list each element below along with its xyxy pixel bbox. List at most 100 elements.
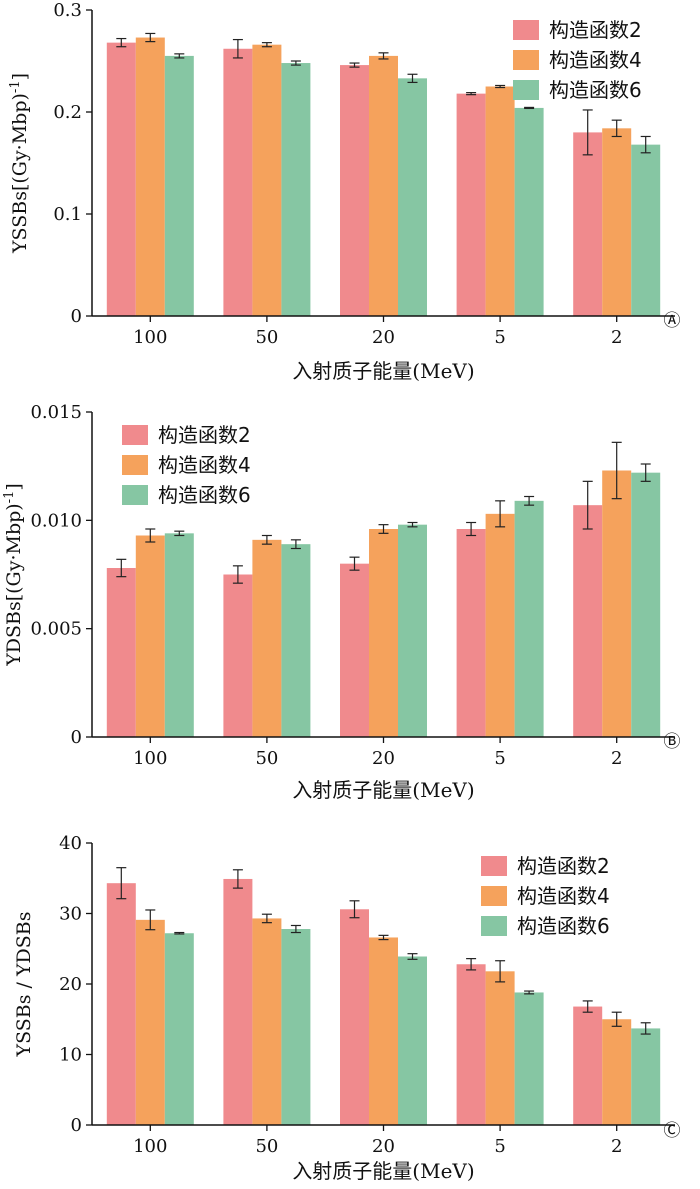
error-bar-B-s1-20 — [349, 556, 360, 571]
error-bar-A-s1-50 — [232, 38, 243, 59]
legend-swatch-A-s1 — [513, 20, 539, 40]
bar-A-s3-20 — [398, 78, 427, 316]
error-bar-A-s1-100 — [116, 37, 127, 48]
y-tick-label-B-0: 0 — [71, 727, 82, 748]
legend-label-C-s1: 构造函数2 — [517, 854, 610, 878]
bar-C-s2-2 — [602, 1019, 632, 1125]
error-bar-A-s3-5 — [524, 106, 535, 110]
x-axis-label-A: 入射质子能量(MeV) — [292, 359, 474, 383]
error-bar-B-s1-100 — [116, 558, 127, 578]
legend-label-A-s3: 构造函数6 — [549, 78, 642, 102]
error-bar-C-s2-2 — [611, 1011, 622, 1027]
legend-swatch-A-s3 — [513, 80, 539, 100]
bar-A-s2-50 — [252, 44, 282, 317]
legend-label-C-s3: 构造函数6 — [517, 914, 610, 938]
bar-A-s1-20 — [340, 65, 369, 316]
error-bar-C-s1-5 — [466, 958, 477, 971]
bar-C-s1-2 — [573, 1006, 603, 1125]
x-tick-label-C-100: 100 — [133, 1136, 167, 1157]
error-bar-C-s3-2 — [640, 1022, 651, 1035]
bar-C-s1-50 — [223, 878, 253, 1125]
bar-B-s2-100 — [135, 535, 165, 737]
x-tick-label-A-50: 50 — [255, 327, 278, 348]
error-bar-B-s1-50 — [232, 565, 243, 584]
bar-B-s1-20 — [340, 563, 369, 737]
bar-A-s2-100 — [135, 37, 165, 316]
error-bar-C-s1-2 — [582, 1000, 593, 1013]
error-bar-C-s2-5 — [495, 960, 506, 983]
x-axis-label-C: 入射质子能量(MeV) — [292, 1159, 474, 1183]
error-bar-A-s2-100 — [145, 32, 156, 43]
error-bar-A-s2-5 — [495, 84, 506, 89]
error-bar-C-s2-100 — [145, 909, 156, 931]
bar-C-s1-100 — [106, 883, 136, 1125]
bar-A-s2-5 — [485, 86, 515, 316]
bar-C-s3-100 — [164, 933, 194, 1125]
y-tick-label-B-3: 0.015 — [30, 402, 82, 423]
bar-B-s1-5 — [456, 529, 486, 737]
y-axis-label-A: YSSBs[(Gy·Mbp)-1] — [8, 73, 31, 254]
error-bar-C-s3-20 — [407, 953, 418, 960]
legend-label-A-s2: 构造函数4 — [549, 48, 642, 72]
bar-B-s3-50 — [281, 544, 311, 737]
bar-C-s3-20 — [398, 956, 427, 1125]
x-tick-label-B-20: 20 — [372, 748, 395, 769]
error-bar-A-s3-50 — [290, 60, 301, 66]
error-bar-A-s1-5 — [466, 92, 477, 96]
bar-B-s3-100 — [164, 533, 194, 737]
bar-A-s2-2 — [602, 128, 632, 316]
x-tick-label-A-5: 5 — [494, 327, 505, 348]
bar-A-s3-50 — [281, 63, 311, 316]
error-bar-B-s3-20 — [407, 521, 418, 528]
error-bar-C-s2-50 — [261, 913, 272, 924]
x-axis-label-B: 入射质子能量(MeV) — [292, 778, 474, 802]
x-tick-label-B-5: 5 — [494, 748, 505, 769]
legend-swatch-B-s3 — [122, 485, 148, 505]
bar-B-s1-50 — [223, 574, 253, 737]
bar-C-s3-2 — [631, 1028, 661, 1125]
bar-A-s3-100 — [164, 55, 194, 317]
error-bar-C-s1-20 — [349, 900, 360, 919]
legend-swatch-B-s2 — [122, 455, 148, 475]
bar-A-s1-5 — [456, 93, 486, 316]
chart-panel-C: 0 10 20 30 40 100 50 20 5 2 入射质子能量(MeV) YSSBs / YDS… — [13, 833, 681, 1183]
x-tick-label-A-20: 20 — [372, 327, 395, 348]
x-tick-label-C-5: 5 — [494, 1136, 505, 1157]
error-bar-B-s2-100 — [145, 528, 156, 543]
chart-panel-A: 0 0.1 0.2 0.3 100 50 20 5 2 入射质子能量(MeV) YSSBs[(Gy·… — [8, 0, 681, 383]
y-tick-label-C-1: 10 — [59, 1045, 82, 1066]
y-tick-label-A-2: 0.2 — [53, 102, 82, 123]
error-bar-B-s2-2 — [611, 441, 622, 500]
y-tick-label-A-1: 0.1 — [53, 204, 82, 225]
legend-label-C-s2: 构造函数4 — [517, 884, 610, 908]
panel-tag-B: Ⓑ — [664, 732, 681, 752]
y-axis-label-C: YSSBs / YDSBs — [13, 912, 35, 1058]
bar-C-s2-100 — [135, 919, 165, 1125]
bar-B-s3-20 — [398, 524, 427, 737]
bar-A-s2-20 — [369, 55, 398, 317]
error-bar-C-s1-100 — [116, 867, 127, 900]
legend-B: 构造函数2 构造函数4 构造函数6 — [122, 423, 251, 507]
bar-C-s3-5 — [514, 992, 544, 1125]
x-tick-label-B-50: 50 — [255, 748, 278, 769]
legend-swatch-B-s1 — [122, 425, 148, 445]
x-tick-label-C-50: 50 — [255, 1136, 278, 1157]
bar-C-s2-50 — [252, 918, 282, 1125]
legend-C: 构造函数2 构造函数4 构造函数6 — [481, 854, 610, 938]
y-tick-label-C-3: 30 — [59, 904, 82, 925]
y-tick-label-B-1: 0.005 — [30, 619, 82, 640]
legend-label-B-s2: 构造函数4 — [158, 453, 251, 477]
error-bar-A-s3-2 — [640, 135, 651, 154]
error-bar-A-s3-100 — [174, 53, 185, 59]
bar-C-s2-20 — [369, 937, 398, 1125]
legend-swatch-C-s2 — [481, 886, 507, 906]
bar-B-s1-100 — [106, 568, 136, 737]
y-tick-label-A-0: 0 — [71, 306, 82, 327]
y-tick-label-B-2: 0.010 — [30, 510, 82, 531]
bar-A-s3-2 — [631, 144, 661, 316]
error-bar-A-s2-20 — [378, 52, 389, 60]
chart-panel-B: 0 0.005 0.010 0.015 100 50 20 5 2 入射质子能量(MeV) YDSB… — [2, 402, 681, 802]
error-bar-B-s3-100 — [174, 530, 185, 537]
panel-tag-A: Ⓐ — [664, 311, 681, 331]
y-tick-label-C-2: 20 — [59, 974, 82, 995]
